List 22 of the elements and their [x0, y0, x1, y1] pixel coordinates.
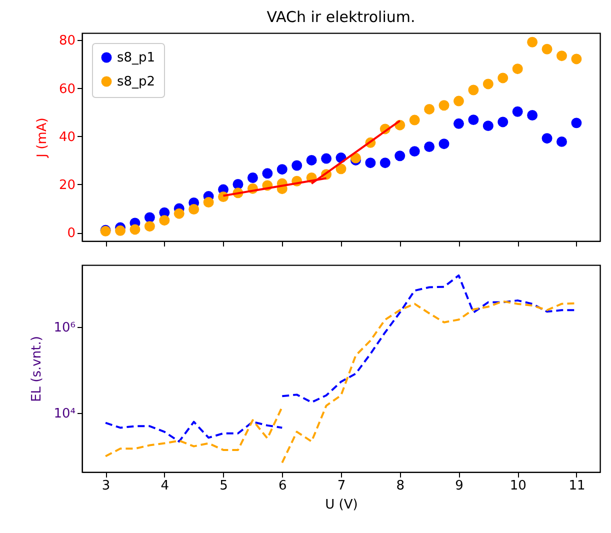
x-tick-label: 3: [102, 478, 110, 494]
x-tick-label: 10: [510, 478, 526, 494]
x-tick-label: 9: [455, 478, 464, 494]
y-tick-label: 10⁴: [54, 406, 76, 422]
x-tick-label: 11: [568, 478, 586, 494]
x-tick-label: 6: [278, 478, 287, 494]
x-tick-label: 4: [160, 478, 170, 494]
chart-title: VACh ir elektrolium.: [266, 8, 416, 26]
y-tick-label: 0: [67, 226, 76, 242]
legend-label: s8_p1: [117, 50, 156, 66]
y-tick-label: 40: [58, 130, 76, 145]
x-axis-title: U (V): [325, 498, 358, 512]
y-tick-label: 20: [58, 178, 76, 193]
y-tick-label: 60: [58, 82, 76, 97]
y-axis-title: J (mA): [34, 118, 50, 158]
y-axis-title: EL (s.vnt.): [30, 336, 45, 402]
x-tick-label: 5: [220, 478, 228, 494]
y-tick-label: 80: [58, 34, 76, 49]
legend-label: s8_p2: [117, 74, 156, 90]
y-tick-label: 10⁶: [54, 320, 76, 336]
x-tick-label: 7: [337, 478, 346, 494]
x-tick-label: 8: [396, 478, 405, 494]
